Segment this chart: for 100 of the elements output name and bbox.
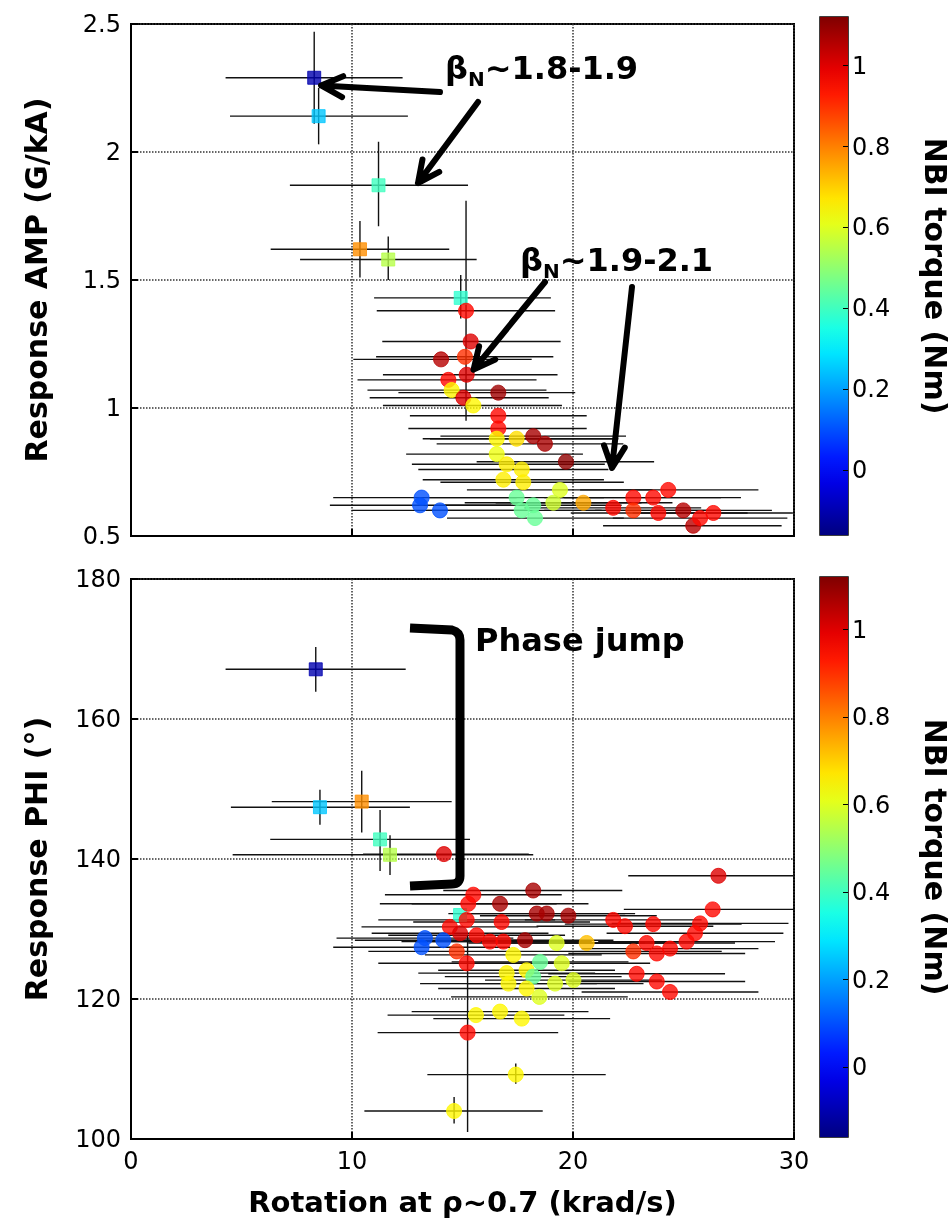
point [538,905,555,922]
point [548,935,565,951]
point [662,984,679,1000]
point [525,428,542,445]
point [453,290,468,305]
color-bar-label: 0 [852,456,868,485]
point [547,975,564,992]
point [515,474,532,491]
y-tick-label: 120 [75,985,121,1013]
point [662,940,679,957]
point [452,925,469,942]
y-tick-label: 140 [75,845,121,873]
point [352,242,367,257]
point [465,397,482,414]
point [381,252,396,267]
point [435,846,452,863]
color-bar-label: 0 [852,1053,868,1081]
point [312,800,327,815]
point [625,943,642,960]
point [492,895,509,912]
y-tick-label: 180 [75,565,121,593]
point [536,435,553,452]
point [616,918,633,935]
point [513,461,530,478]
point [459,1024,476,1041]
point [468,1007,484,1024]
y-tick-label: 2 [105,138,121,166]
y-tick-label: 160 [75,705,121,733]
point [468,927,485,944]
point [458,366,475,383]
point [458,955,475,972]
point [443,382,460,399]
y-tick-label: 2.5 [82,10,121,38]
point [638,935,655,951]
point [575,494,592,511]
x-tick-label: 30 [778,1147,810,1175]
point [513,502,530,519]
point [605,499,622,516]
point [354,794,369,809]
point [625,502,642,519]
point [565,972,582,989]
color-bar-label: 1 [852,615,868,644]
point [551,481,568,498]
point [648,973,665,990]
point [371,178,386,193]
point [458,302,475,319]
point [460,895,477,912]
point [413,939,430,956]
point [311,109,326,124]
point [433,351,450,368]
point [493,914,510,930]
annotation: β$_{N}$~1.8-1.9 [445,48,639,92]
x-axis-title: Rotation at ρ~0.7 (krad/s) [248,1184,677,1219]
y-axis-title: Response PHI (°) [18,716,54,1002]
point [513,1010,530,1027]
color-bar-title: NBI torque (Nm) [917,718,951,996]
y-tick-label: 1 [105,394,121,422]
x-tick-label: 10 [336,1147,368,1175]
point [458,911,475,928]
annotation: β$_{N}$~1.9-2.1 [520,240,714,284]
color-bar-label: 0.6 [852,790,891,819]
point [650,504,667,521]
color-bar-label: 0.4 [852,878,891,906]
point [675,502,692,519]
point [456,348,473,365]
point [488,446,505,463]
y-axis-title: Response AMP (G/kA) [18,97,54,463]
point [518,980,535,997]
point [557,453,574,470]
y-tick-label: 0.5 [82,522,121,550]
point [705,504,722,521]
point [446,1103,463,1119]
point [531,988,548,1005]
color-bar-label: 0.2 [852,375,891,404]
point [527,510,543,527]
point [560,907,577,924]
color-bar-title: NBI torque (Nm) [917,137,951,415]
y-tick-label: 100 [75,1125,121,1153]
color-bar-label: 0.2 [852,965,891,994]
point [435,932,452,949]
point [507,1066,524,1083]
color-bar-label: 0.6 [852,213,891,242]
point [578,935,595,951]
point [412,497,429,514]
point [431,502,448,519]
x-tick-label: 0 [123,1147,139,1175]
point [525,968,542,985]
point [307,70,322,85]
x-tick-label: 20 [557,1147,589,1175]
point [495,933,512,950]
color-bar-label: 0.8 [852,132,891,161]
point [532,953,549,970]
point [605,911,622,928]
color-bar-label: 0.4 [852,294,891,323]
point [525,882,542,899]
point [508,430,525,447]
point [498,456,515,473]
point [505,946,522,963]
point [704,901,721,918]
point [495,471,512,488]
